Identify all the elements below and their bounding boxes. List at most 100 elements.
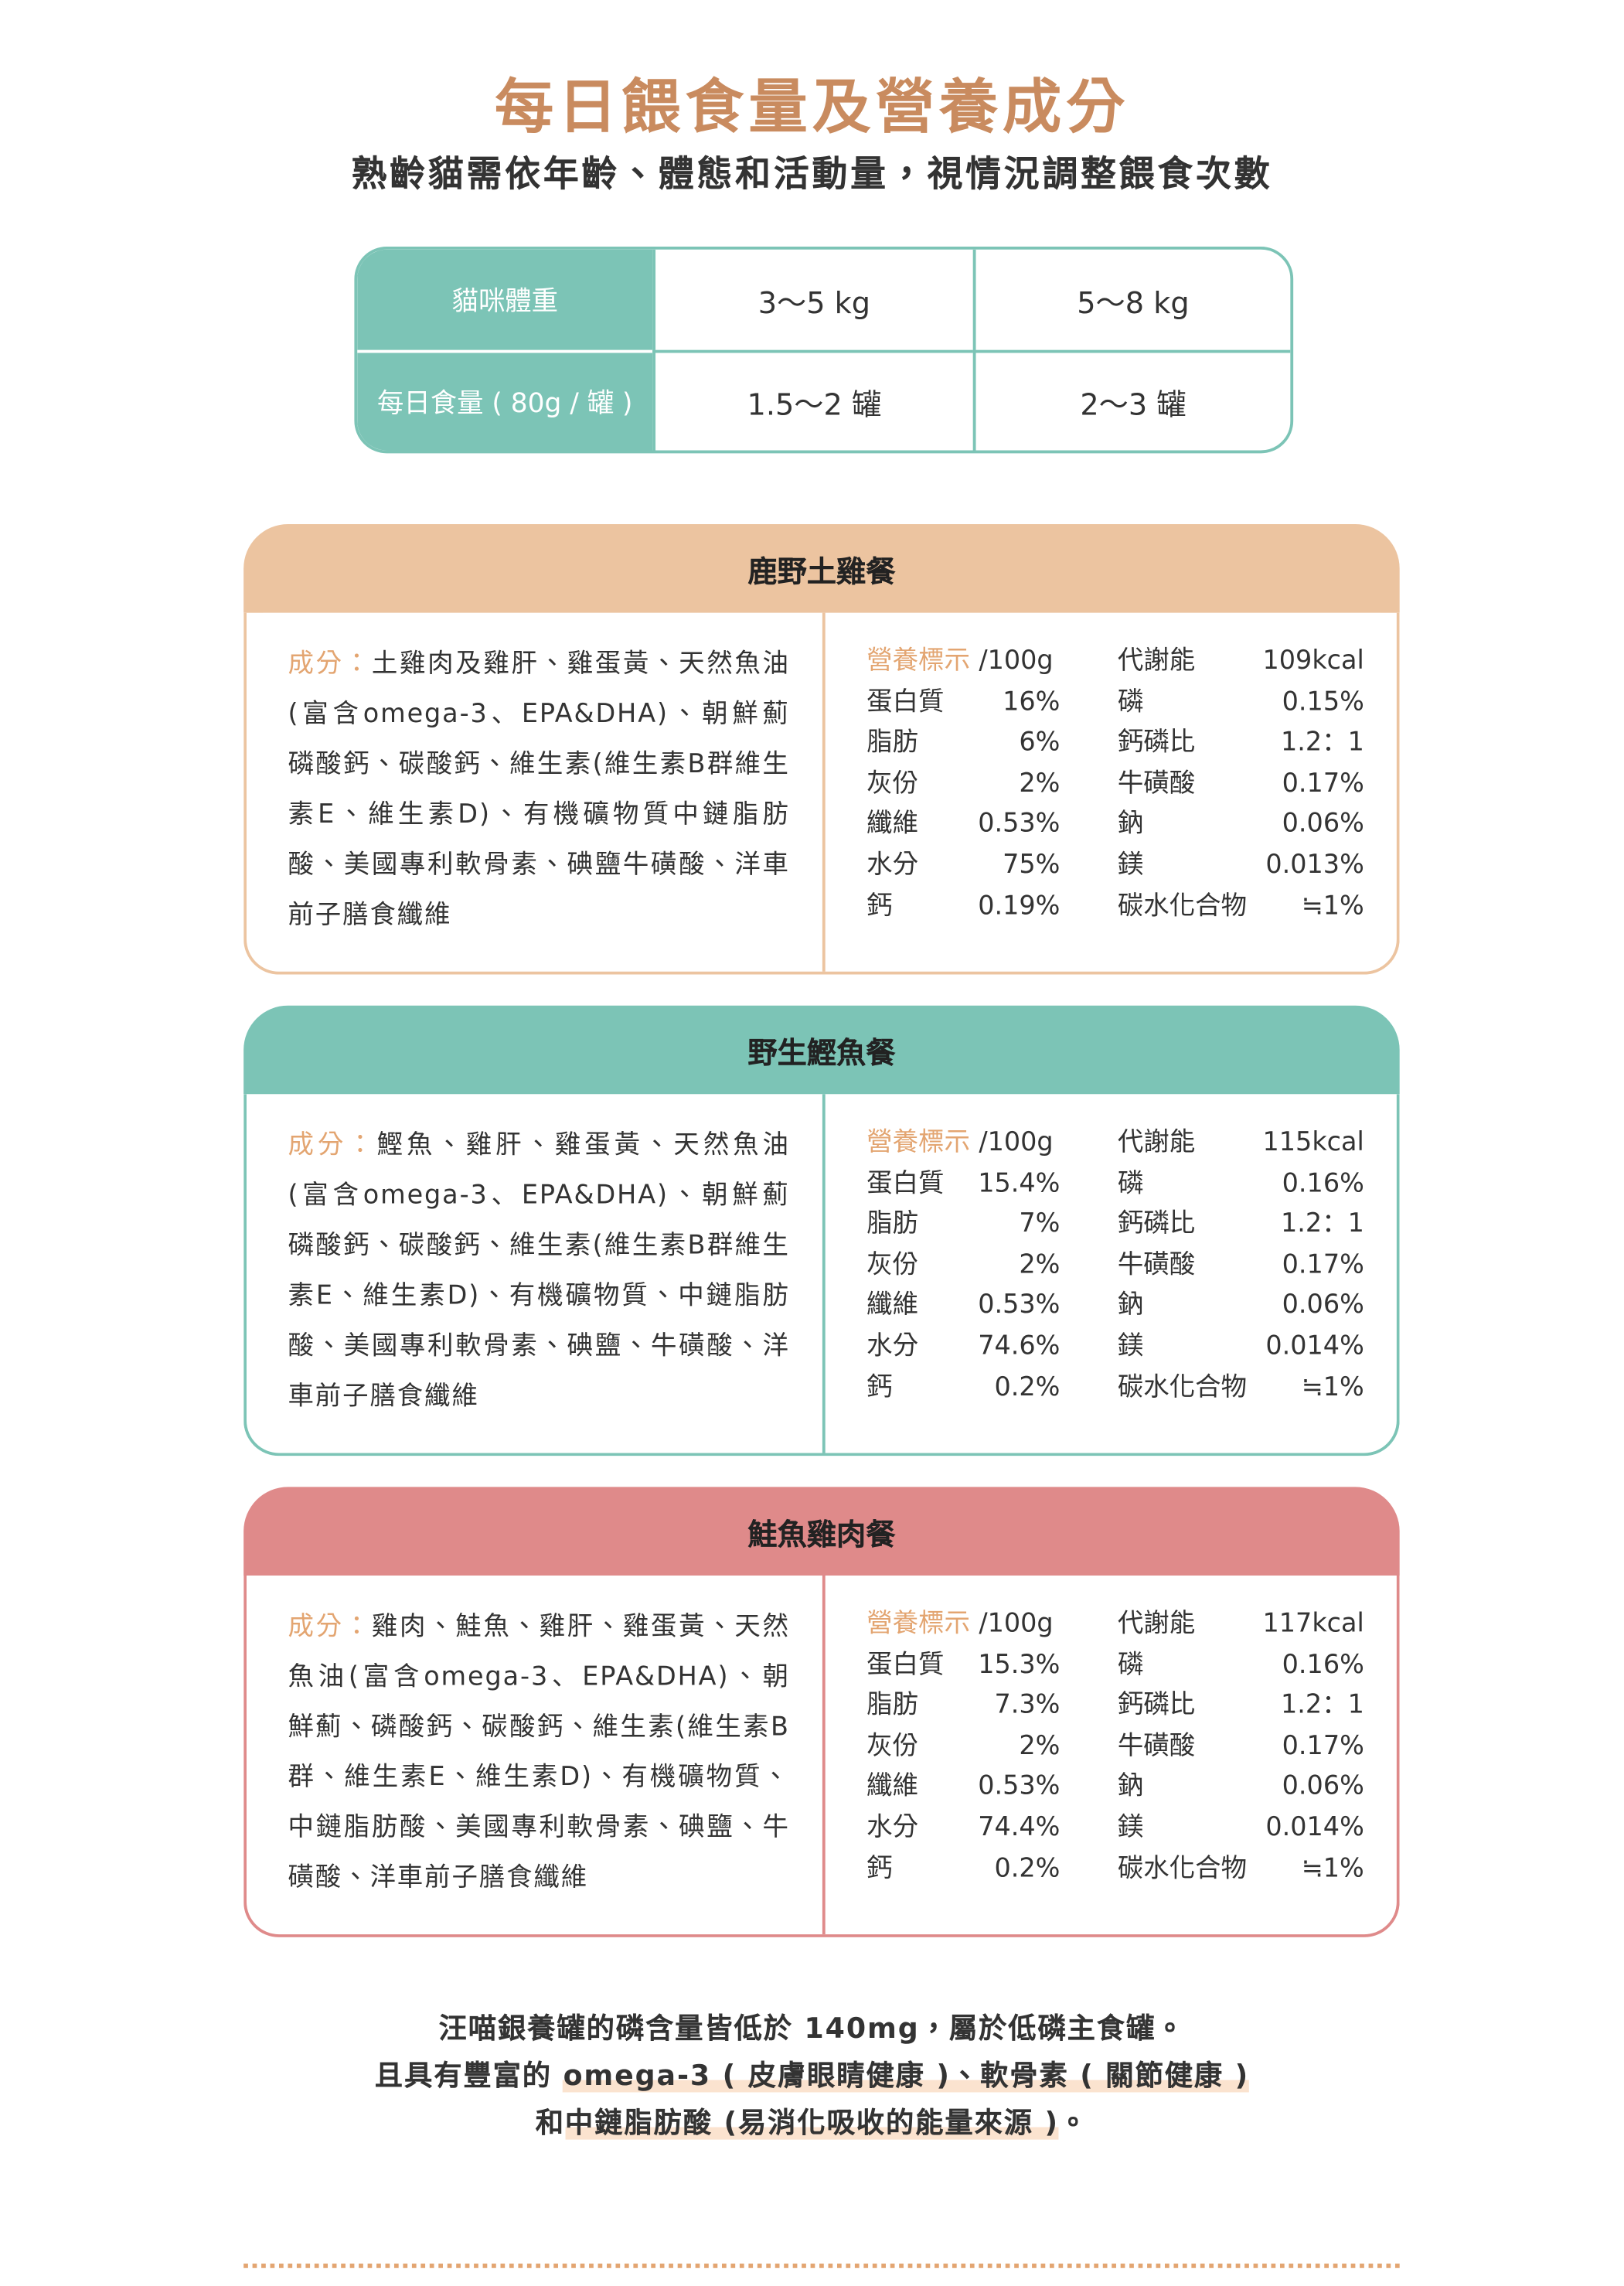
- nutrition-row: 鈣 0.2%: [866, 1849, 1060, 1890]
- nutrient-name: 纖維: [866, 1772, 919, 1802]
- nutrition-row: 牛磺酸 0.17%: [1118, 1727, 1364, 1768]
- nutrient-name: 鈉: [1117, 1291, 1144, 1321]
- nutrient-value: 0.06%: [1282, 1291, 1364, 1321]
- nutrient-value: ≒1%: [1301, 891, 1364, 922]
- recipe-card: 野生鰹魚餐成分：鰹魚、雞肝、雞蛋黃、天然魚油(富含omega-3、EPA&DHA…: [243, 1005, 1400, 1456]
- nutrient-name: 鎂: [1117, 850, 1144, 881]
- nutrient-name: 磷: [1117, 1650, 1144, 1680]
- nutrition-header: 營養標示/100g: [866, 1605, 1060, 1646]
- dotted-rule: [243, 2264, 1400, 2268]
- nutrition-row: 蛋白質 15.4%: [866, 1164, 1060, 1205]
- nutrient-name: 牛磺酸: [1117, 1732, 1196, 1762]
- nutrient-value: ≒1%: [1301, 1854, 1364, 1884]
- nutrient-value: 115kcal: [1262, 1128, 1364, 1158]
- nutrient-name: 水分: [866, 1813, 919, 1843]
- nutrient-value: 1.2：1: [1280, 1691, 1364, 1721]
- nutrition-row: 鈉 0.06%: [1118, 806, 1364, 847]
- nutrition-unit: /100g: [979, 1609, 1054, 1640]
- nutrition-row: 代謝能 115kcal: [1118, 1124, 1364, 1165]
- nutrient-value: ≒1%: [1301, 1372, 1364, 1402]
- nutrient-name: 灰份: [866, 768, 919, 799]
- nutrient-name: 灰份: [866, 1732, 919, 1762]
- nutrient-value: 75%: [1003, 850, 1061, 881]
- nutrition-row: 牛磺酸 0.17%: [1118, 765, 1364, 806]
- nutrition-row: 蛋白質 16%: [866, 683, 1060, 724]
- nutrition-row: 碳水化合物 ≒1%: [1118, 1368, 1364, 1409]
- nutrient-value: 1.2：1: [1280, 1209, 1364, 1239]
- ingredients-label: 成分：: [288, 1612, 372, 1642]
- nutrient-value: 117kcal: [1262, 1609, 1364, 1640]
- nutrient-name: 代謝能: [1117, 646, 1196, 676]
- ingredients-text: 雞肉、鮭魚、雞肝、雞蛋黃、天然魚油(富含omega-3、EPA&DHA)、朝鮮薊…: [288, 1612, 790, 1893]
- subtitle: 熟齡貓需依年齡、體態和活動量，視情況調整餵食次數: [351, 153, 1273, 196]
- nutrient-name: 鈣磷比: [1117, 1209, 1196, 1239]
- footer-highlight: 中鏈脂肪酸 (易消化吸收的能量來源 ): [564, 2107, 1060, 2140]
- nutrient-name: 灰份: [866, 1250, 919, 1280]
- nutrition-row: 脂肪 6%: [866, 724, 1060, 765]
- recipe-body: 成分：土雞肉及雞肝、雞蛋黃、天然魚油(富含omega-3、EPA&DHA)、朝鮮…: [243, 612, 1400, 975]
- nutrient-name: 碳水化合物: [1117, 891, 1247, 922]
- nutrient-value: 0.06%: [1282, 809, 1364, 840]
- nutrient-value: 6%: [1019, 727, 1061, 758]
- nutrient-value: 0.014%: [1265, 1813, 1364, 1843]
- nutrient-value: 74.6%: [978, 1331, 1061, 1361]
- nutrition-header: 營養標示/100g: [866, 1124, 1060, 1165]
- divider: [822, 1094, 826, 1453]
- nutrient-name: 鈣磷比: [1117, 727, 1196, 758]
- table-cell: 5～8 kg: [972, 249, 1291, 350]
- footer-text: 且具有豐富的: [374, 2059, 563, 2093]
- row-header: 每日食量 ( 80g / 罐 ): [357, 349, 653, 451]
- nutrient-name: 纖維: [866, 1291, 919, 1321]
- nutrient-name: 鈉: [1117, 809, 1144, 840]
- recipe-card: 鹿野土雞餐 成分：土雞肉及雞肝、雞蛋黃、天然魚油(富含omega-3、EPA&DH…: [243, 524, 1400, 975]
- nutrition-row: 水分 74.6%: [866, 1327, 1060, 1368]
- nutrient-value: 2%: [1019, 768, 1061, 799]
- ingredients: 成分：鰹魚、雞肝、雞蛋黃、天然魚油(富含omega-3、EPA&DHA)、朝鮮薊…: [288, 1121, 789, 1422]
- nutrient-name: 碳水化合物: [1117, 1854, 1247, 1884]
- nutrient-value: 0.53%: [978, 809, 1061, 840]
- nutrient-value: 0.17%: [1282, 1250, 1364, 1280]
- nutrient-name: 脂肪: [866, 1209, 919, 1239]
- nutrient-value: 2%: [1019, 1250, 1061, 1280]
- nutrition-row: 鈉 0.06%: [1118, 1768, 1364, 1809]
- nutrition-row: 代謝能 109kcal: [1118, 642, 1364, 683]
- nutrition-row: 脂肪 7%: [866, 1205, 1060, 1246]
- nutrition-unit: /100g: [979, 1128, 1054, 1158]
- recipe-body: 成分：鰹魚、雞肝、雞蛋黃、天然魚油(富含omega-3、EPA&DHA)、朝鮮薊…: [243, 1094, 1400, 1456]
- footer-line: 和中鏈脂肪酸 (易消化吸收的能量來源 )。: [0, 2100, 1624, 2147]
- nutrition-row: 磷 0.15%: [1118, 683, 1364, 724]
- nutrient-value: 0.53%: [978, 1772, 1061, 1802]
- nutrition-row: 蛋白質 15.3%: [866, 1646, 1060, 1687]
- divider: [822, 612, 826, 972]
- nutrition-left: 營養標示/100g 蛋白質 15.4% 脂肪 7% 灰份 2% 纖維 0.53% 水分 74.6% 鈣…: [866, 1124, 1060, 1409]
- row-header: 貓咪體重: [357, 249, 653, 350]
- nutrient-name: 鎂: [1117, 1813, 1144, 1843]
- nutrient-name: 水分: [866, 850, 919, 881]
- nutrient-name: 脂肪: [866, 727, 919, 758]
- footer-line: 汪喵銀養罐的磷含量皆低於 140mg，屬於低磷主食罐。: [438, 2012, 1186, 2046]
- ingredients: 成分：雞肉、鮭魚、雞肝、雞蛋黃、天然魚油(富含omega-3、EPA&DHA)、…: [288, 1602, 789, 1903]
- nutrient-name: 蛋白質: [866, 1650, 945, 1680]
- recipe-card: 鮭魚雞肉餐 成分：雞肉、鮭魚、雞肝、雞蛋黃、天然魚油(富含omega-3、EPA&…: [243, 1487, 1400, 1937]
- nutrition-row: 纖維 0.53%: [866, 1286, 1060, 1327]
- nutrient-name: 蛋白質: [866, 1168, 945, 1199]
- nutrient-value: 74.4%: [978, 1813, 1061, 1843]
- nutrition-right: 代謝能 109kcal 磷 0.15% 鈣磷比 1.2：1 牛磺酸 0.17% 鈉 0.06% 鎂 0…: [1118, 642, 1364, 928]
- nutrition-row: 磷 0.16%: [1118, 1646, 1364, 1687]
- recipe-name: 野生鰹魚餐: [243, 1005, 1400, 1095]
- table-cell: 2～3 罐: [972, 349, 1291, 451]
- nutrition-row: 碳水化合物 ≒1%: [1118, 1849, 1364, 1890]
- nutrient-value: 15.4%: [978, 1168, 1061, 1199]
- nutrient-name: 鈣: [866, 891, 893, 922]
- nutrition-row: 脂肪 7.3%: [866, 1687, 1060, 1728]
- table-cell: 3～5 kg: [652, 249, 972, 350]
- nutrient-name: 牛磺酸: [1117, 1250, 1196, 1280]
- nutrition-row: 灰份 2%: [866, 1246, 1060, 1287]
- nutrient-value: 15.3%: [978, 1650, 1061, 1680]
- nutrient-name: 鈣: [866, 1854, 893, 1884]
- nutrient-value: 0.17%: [1282, 1732, 1364, 1762]
- footer-highlight: omega-3 ( 皮膚眼睛健康 )、軟骨素 ( 關節健康 ): [563, 2059, 1250, 2093]
